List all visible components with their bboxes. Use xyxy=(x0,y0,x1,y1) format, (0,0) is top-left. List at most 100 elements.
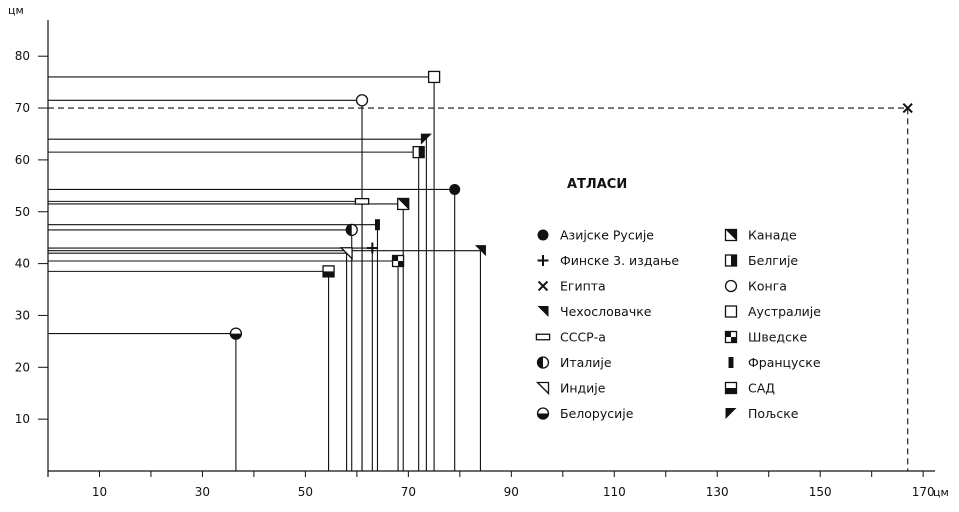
legend-item: Канаде xyxy=(724,228,797,243)
x-tick-label: 70 xyxy=(401,485,416,499)
marker-filled-circle xyxy=(537,229,549,241)
marker-cross xyxy=(537,280,549,292)
marker-fill xyxy=(725,388,737,394)
legend-item-label: СССР-а xyxy=(560,330,606,345)
legend-item-label: Конга xyxy=(748,279,787,294)
legend-item-label: Азијске Русије xyxy=(560,228,654,243)
marker-fill xyxy=(725,229,737,241)
y-unit-label: цм xyxy=(8,4,24,17)
legend-item-label: Чехословачке xyxy=(560,304,652,319)
atlas-outline xyxy=(48,247,373,471)
marker-half-circle-bottom xyxy=(536,407,550,420)
atlas-point xyxy=(339,247,353,261)
marker-shape xyxy=(537,306,549,317)
marker-triangle-filled xyxy=(537,306,549,317)
legend-item: Француске xyxy=(728,355,821,370)
atlas-outline xyxy=(48,333,237,471)
marker-half-circle-left xyxy=(536,356,550,369)
marker-stroke xyxy=(537,280,549,292)
legend-item-label: Белгије xyxy=(748,253,798,268)
marker-shape xyxy=(474,245,486,257)
y-tick-label: 80 xyxy=(15,49,30,63)
marker-shape xyxy=(725,408,737,419)
marker-fill xyxy=(725,331,731,337)
x-tick-label: 170 xyxy=(912,485,935,499)
atlas-outline xyxy=(48,229,353,471)
legend-item-label: Белорусије xyxy=(560,406,634,421)
legend-item: Азијске Русије xyxy=(537,228,654,243)
marker-shape xyxy=(728,357,734,368)
atlas-point xyxy=(374,219,380,231)
legend-item: Египта xyxy=(537,279,606,294)
marker-shape xyxy=(354,197,370,205)
legend-item-label: Француске xyxy=(748,355,821,370)
chart-legend: АТЛАСИ Азијске Русије Финске 3. издање Егип… xyxy=(535,177,821,421)
marker-shape xyxy=(374,219,380,231)
x-tick-label: 10 xyxy=(92,485,107,499)
atlas-outline xyxy=(48,188,456,471)
atlas-point xyxy=(902,102,913,114)
marker-fill xyxy=(731,255,737,266)
marker-square-checker xyxy=(724,330,738,344)
marker-fill xyxy=(230,333,242,340)
marker-shape xyxy=(535,381,550,396)
legend-item: Белгије xyxy=(724,253,798,268)
marker-shape xyxy=(339,247,353,261)
marker-shape xyxy=(449,183,461,195)
atlas-point xyxy=(412,145,425,159)
legend-item-label: Финске 3. издање xyxy=(560,253,679,268)
marker-square-half-right xyxy=(724,254,738,267)
atlas-markers xyxy=(229,70,913,340)
x-tick-label: 30 xyxy=(195,485,210,499)
legend-item-label: Канаде xyxy=(748,228,797,243)
atlas-outline xyxy=(48,200,363,471)
legend-title: АТЛАСИ xyxy=(567,177,627,192)
legend-item-label: Египта xyxy=(560,279,606,294)
x-unit-label: цм xyxy=(933,486,949,499)
legend-item: Пољске xyxy=(725,406,799,421)
marker-shape xyxy=(427,70,441,84)
marker-shape xyxy=(537,229,549,241)
atlas-outline xyxy=(48,252,348,471)
x-tick-label: 130 xyxy=(706,485,729,499)
atlas-point xyxy=(345,223,358,237)
marker-fill xyxy=(537,413,549,420)
atlas-point xyxy=(420,133,432,145)
marker-fill xyxy=(323,271,335,277)
y-tick-label: 20 xyxy=(15,360,30,374)
x-tick-label: 110 xyxy=(603,485,626,499)
y-tick-label: 10 xyxy=(15,412,30,426)
legend-item-label: Индије xyxy=(560,381,606,396)
marker-fill xyxy=(731,337,737,343)
x-tick-label: 50 xyxy=(298,485,313,499)
atlas-outline xyxy=(48,260,399,471)
legend-item-label: Италије xyxy=(560,355,612,370)
marker-fill xyxy=(537,357,543,368)
marker-shape xyxy=(535,333,551,341)
y-tick-label: 50 xyxy=(15,205,30,219)
y-tick-label: 70 xyxy=(15,101,30,115)
atlas-point xyxy=(322,265,335,278)
marker-shape xyxy=(355,94,369,107)
y-tick-label: 30 xyxy=(15,308,30,322)
marker-triangle-filled-left xyxy=(725,408,737,419)
y-tick-label: 40 xyxy=(15,257,30,271)
legend-item-label: САД xyxy=(748,381,775,396)
legend-item: Финске 3. издање xyxy=(537,253,679,268)
atlas-outline xyxy=(48,107,909,471)
atlas-point xyxy=(354,197,370,205)
marker-open-square xyxy=(724,305,738,318)
atlas-point xyxy=(427,70,441,84)
atlas-point xyxy=(355,94,369,107)
legend-item: СССР-а xyxy=(535,330,606,345)
atlas-outline xyxy=(48,250,481,471)
legend-item: Италије xyxy=(536,355,612,370)
atlas-outline xyxy=(48,270,330,471)
marker-fill xyxy=(346,224,352,236)
atlas-point xyxy=(229,327,243,340)
marker-shape xyxy=(420,133,432,145)
atlas-point xyxy=(397,197,410,211)
marker-square-diag xyxy=(724,228,738,242)
marker-fill xyxy=(398,261,404,267)
